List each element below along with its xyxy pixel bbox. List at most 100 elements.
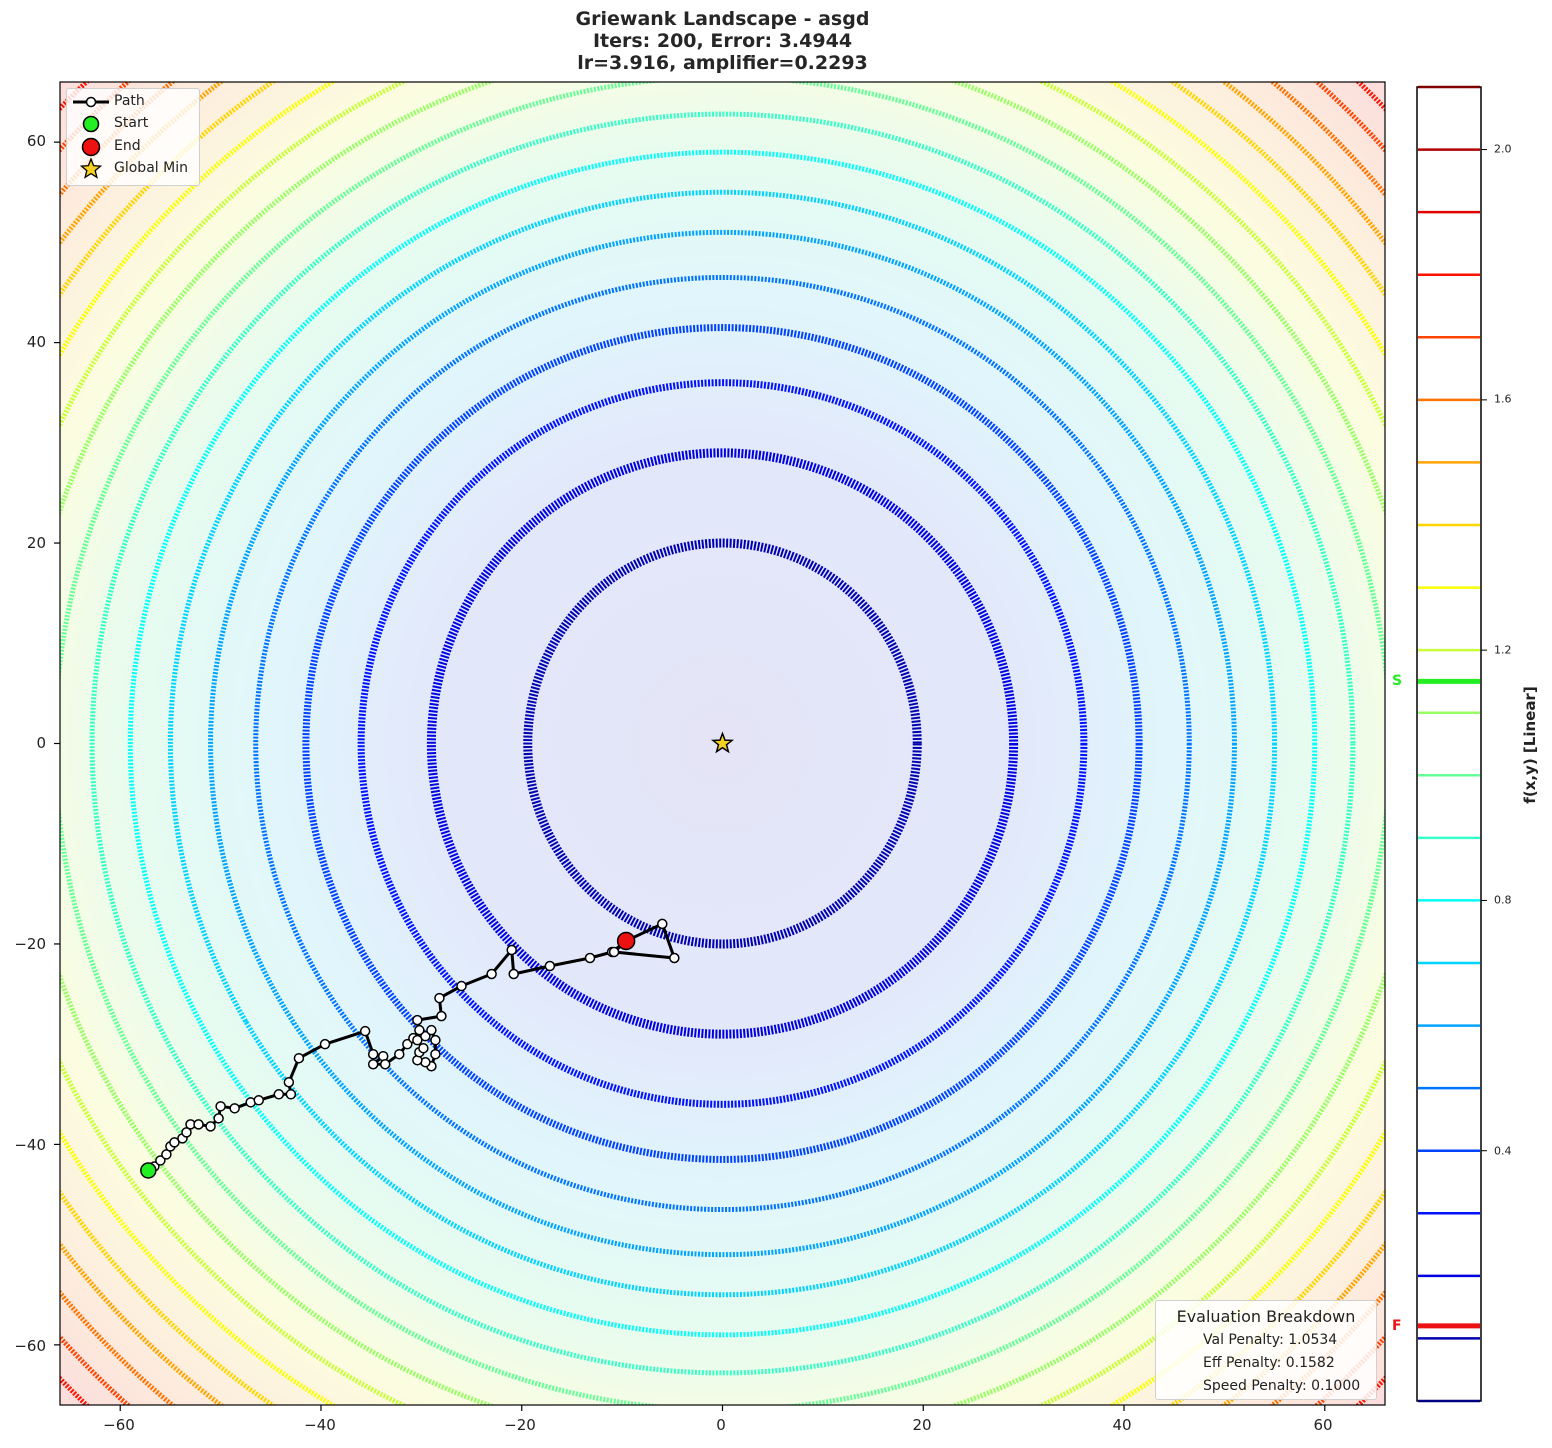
path-point xyxy=(412,1014,423,1026)
title-line-2: Iters: 200, Error: 3.4944 xyxy=(592,30,853,52)
colorbar-tick-label: 0.8 xyxy=(1494,893,1512,907)
path-point xyxy=(293,1052,305,1064)
val-penalty: Val Penalty: 1.0534 xyxy=(1203,1332,1338,1348)
start-marker xyxy=(140,1162,157,1179)
contour-ring xyxy=(127,149,1318,1338)
x-tick-label: −40 xyxy=(304,1416,336,1434)
x-tick-label: −20 xyxy=(504,1416,536,1434)
speed-penalty: Speed Penalty: 0.1000 xyxy=(1203,1378,1361,1394)
contour-ring xyxy=(167,189,1278,1298)
path-point xyxy=(506,944,517,956)
x-tick-label: 0 xyxy=(716,1416,726,1434)
path-point xyxy=(584,952,596,964)
contour-ring xyxy=(357,379,1088,1108)
path-point xyxy=(430,1048,441,1060)
path-point xyxy=(486,968,497,980)
evaluation-breakdown-box: Evaluation Breakdown Val Penalty: 1.0534… xyxy=(1155,1300,1377,1400)
global-min-star-icon xyxy=(710,731,735,754)
legend-label: End xyxy=(114,138,141,154)
path-point xyxy=(285,1089,297,1100)
colorbar-tick-label: 1.6 xyxy=(1494,392,1512,406)
x-tick-label: 20 xyxy=(912,1416,932,1434)
path-point xyxy=(273,1089,285,1100)
path-point xyxy=(215,1101,226,1112)
path-point xyxy=(402,1038,413,1050)
path-point xyxy=(436,1010,447,1022)
x-tick-label: 60 xyxy=(1313,1416,1333,1434)
path-point xyxy=(426,1024,437,1036)
colorbar-level-lines xyxy=(1418,85,1480,1403)
colorbar-final-marker: F xyxy=(1392,1317,1402,1334)
legend-label: Start xyxy=(114,115,149,131)
colorbar-tick-label: 2.0 xyxy=(1494,142,1512,156)
legend-label: Path xyxy=(114,93,145,109)
path-point xyxy=(155,1155,166,1166)
legend-item-end: End xyxy=(67,136,199,158)
colorbar-tick-label: 1.2 xyxy=(1494,643,1512,657)
colorbar-label: f(x,y) [Linear] xyxy=(1521,686,1539,804)
contour-ring xyxy=(89,111,1356,1376)
path-point xyxy=(412,1034,423,1046)
red-circle-icon xyxy=(81,137,101,157)
path-markers xyxy=(143,918,680,1176)
y-tick-label: −40 xyxy=(14,1136,46,1154)
contour-ring xyxy=(302,324,1143,1163)
path-point xyxy=(367,1048,379,1060)
chart-title: Griewank Landscape - asgd Iters: 200, Er… xyxy=(60,8,1385,74)
path-point xyxy=(544,960,556,972)
colorbar-tick-marks xyxy=(1481,149,1487,1152)
path-point xyxy=(508,968,519,980)
y-tick-label: 40 xyxy=(26,333,46,351)
path-point xyxy=(161,1149,172,1160)
eff-penalty: Eff Penalty: 0.1582 xyxy=(1203,1355,1335,1371)
path-point xyxy=(229,1103,240,1114)
colorbar-tick-label: 0.4 xyxy=(1494,1144,1512,1158)
path-point xyxy=(253,1095,264,1106)
path-point xyxy=(669,952,680,964)
path-point xyxy=(283,1077,295,1088)
title-line-3: lr=3.916, amplifier=0.2293 xyxy=(577,52,868,74)
path-line-icon xyxy=(73,96,109,108)
legend: Path Start End Global Min xyxy=(66,88,200,186)
colorbar-start-marker: S xyxy=(1392,673,1403,690)
path-point xyxy=(213,1113,224,1124)
path-point xyxy=(394,1048,405,1060)
x-tick-label: 40 xyxy=(1112,1416,1132,1434)
contour-ring xyxy=(253,274,1192,1213)
legend-item-start: Start xyxy=(67,113,199,135)
y-tick-label: −20 xyxy=(14,935,46,953)
evaluation-title: Evaluation Breakdown xyxy=(1176,1307,1356,1326)
end-marker xyxy=(616,931,636,951)
contour-ring xyxy=(426,448,1019,1039)
path-point xyxy=(414,1024,425,1036)
y-tick-label: 60 xyxy=(26,132,46,150)
path-point xyxy=(657,918,668,930)
path-point xyxy=(359,1025,371,1037)
path-point xyxy=(181,1127,192,1138)
path-point xyxy=(379,1058,391,1070)
path-point xyxy=(456,980,467,992)
path-point xyxy=(608,946,620,958)
y-tick-label: 0 xyxy=(36,734,46,752)
path-point xyxy=(418,1042,429,1054)
star-icon xyxy=(79,158,103,179)
path-point xyxy=(193,1119,204,1130)
axis-tick-marks xyxy=(54,141,1326,1411)
path-point xyxy=(434,992,445,1004)
path-point xyxy=(430,1034,441,1046)
contour-ring xyxy=(208,229,1237,1258)
path-point xyxy=(169,1137,180,1148)
y-tick-label: −60 xyxy=(14,1337,46,1355)
path-point xyxy=(420,1030,431,1042)
path-point xyxy=(367,1058,379,1070)
contour-ring xyxy=(523,538,922,949)
legend-label: Global Min xyxy=(114,160,188,176)
title-line-1: Griewank Landscape - asgd xyxy=(575,8,870,30)
x-tick-label: −60 xyxy=(103,1416,135,1434)
colorbar xyxy=(1416,86,1482,1402)
legend-item-path: Path xyxy=(67,91,199,113)
y-tick-label: 20 xyxy=(26,534,46,552)
